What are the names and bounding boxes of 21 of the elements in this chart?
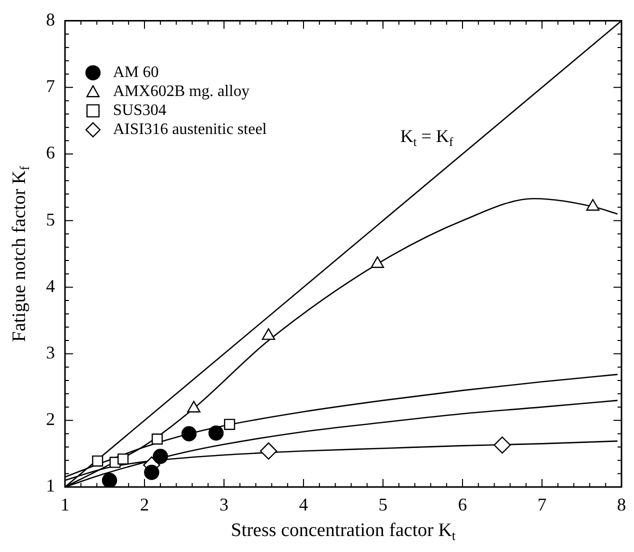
- y-axis-title: Fatigue notch factor Kf: [8, 165, 32, 342]
- y-tick-label: 4: [46, 276, 55, 296]
- x-tick-label: 1: [60, 494, 70, 515]
- legend-label: AMX602B mg. alloy: [113, 83, 250, 100]
- x-tick-label: 5: [378, 494, 388, 515]
- y-tick-label: 7: [46, 76, 55, 96]
- y-tick-label: 1: [46, 476, 55, 496]
- legend-label: AISI316 austenitic steel: [113, 121, 268, 138]
- x-tick-label: 7: [538, 494, 546, 515]
- x-tick-label: 4: [299, 494, 308, 515]
- y-tick-label: 3: [46, 342, 55, 363]
- y-tick-label: 6: [46, 142, 55, 163]
- x-tick-label: 6: [458, 494, 467, 515]
- y-tick-label: 5: [46, 209, 55, 230]
- y-tick-label: 2: [46, 409, 55, 430]
- x-tick-label: 2: [140, 494, 149, 515]
- legend-label: SUS304: [113, 102, 166, 120]
- x-tick-label: 8: [617, 494, 626, 515]
- legend-label: AM 60: [113, 64, 159, 82]
- y-tick-label: 8: [46, 10, 55, 30]
- x-tick-label: 3: [220, 494, 228, 515]
